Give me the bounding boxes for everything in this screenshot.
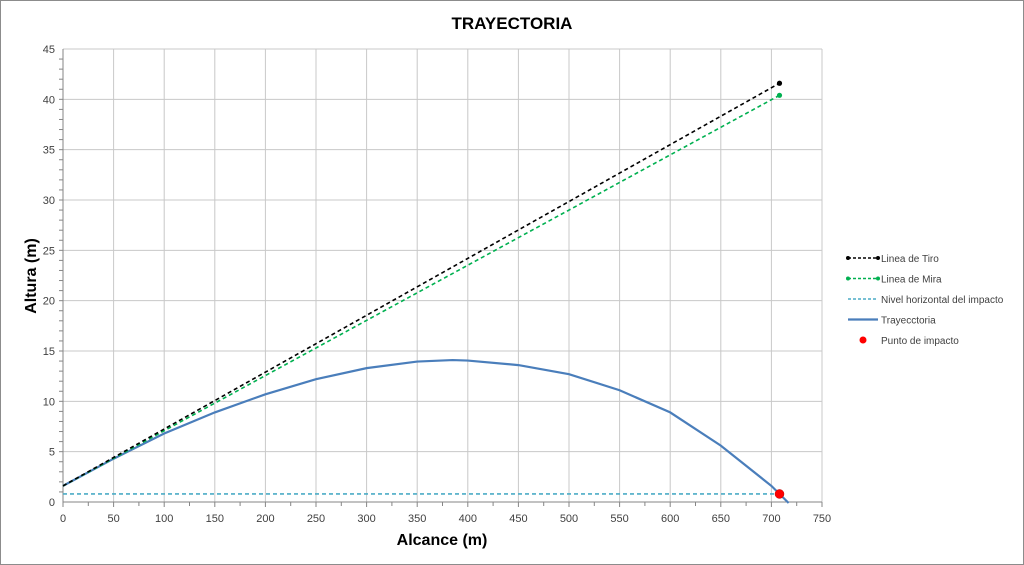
y-tick-label: 10 xyxy=(43,396,55,408)
x-tick-label: 200 xyxy=(256,513,274,525)
series-line xyxy=(62,358,790,504)
legend-label: Trayecctoria xyxy=(881,316,936,327)
x-tick-label: 250 xyxy=(307,513,325,525)
x-tick-label: 350 xyxy=(408,513,426,525)
legend-marker xyxy=(876,276,880,281)
series-line xyxy=(62,82,780,487)
y-tick-label: 0 xyxy=(49,497,55,509)
legend-marker xyxy=(846,256,850,260)
impact-point xyxy=(774,489,785,499)
x-tick-label: 650 xyxy=(712,513,730,525)
x-tick-label: 700 xyxy=(762,513,780,525)
x-tick-label: 400 xyxy=(459,513,477,525)
y-tick-label: 35 xyxy=(43,145,55,157)
legend-marker xyxy=(876,256,880,260)
x-tick-label: 150 xyxy=(206,513,224,525)
x-tick-label: 0 xyxy=(60,513,66,525)
y-tick-label: 40 xyxy=(43,94,55,106)
legend: Linea de Tiro Linea de Mira Nivel horizont… xyxy=(846,254,1004,347)
x-tick-label: 50 xyxy=(107,513,119,525)
x-axis-label: Alcance (m) xyxy=(397,532,488,549)
axes: 0 50 100 150 200 250 300 350 400 450 500 550 600 650 7… xyxy=(43,44,831,525)
legend-label: Punto de impacto xyxy=(881,336,959,347)
x-tick-label: 300 xyxy=(357,513,375,525)
x-tick-label: 500 xyxy=(560,513,578,525)
x-tick-label: 600 xyxy=(661,513,679,525)
y-tick-label: 45 xyxy=(43,44,55,56)
grid xyxy=(63,48,823,502)
y-tick-label: 30 xyxy=(43,195,55,207)
series-line xyxy=(62,94,780,487)
x-tick-label: 750 xyxy=(813,513,831,525)
legend-label: Linea de Mira xyxy=(881,275,942,286)
series-marker xyxy=(776,92,783,98)
legend-label: Nivel horizontal del impacto xyxy=(881,295,1004,306)
legend-label: Linea de Tiro xyxy=(881,254,939,265)
series-marker xyxy=(776,80,783,86)
y-tick-label: 20 xyxy=(43,296,55,308)
y-tick-label: 25 xyxy=(43,245,55,257)
y-axis-label: Altura (m) xyxy=(23,238,40,314)
y-tick-label: 15 xyxy=(43,346,55,358)
series-group xyxy=(62,80,790,504)
legend-marker xyxy=(859,336,867,344)
x-tick-label: 100 xyxy=(155,513,173,525)
x-tick-label: 550 xyxy=(610,513,628,525)
chart-title: TRAYECTORIA xyxy=(452,14,573,33)
y-tick-label: 5 xyxy=(49,447,55,459)
legend-marker xyxy=(846,276,850,281)
x-tick-label: 450 xyxy=(509,513,527,525)
